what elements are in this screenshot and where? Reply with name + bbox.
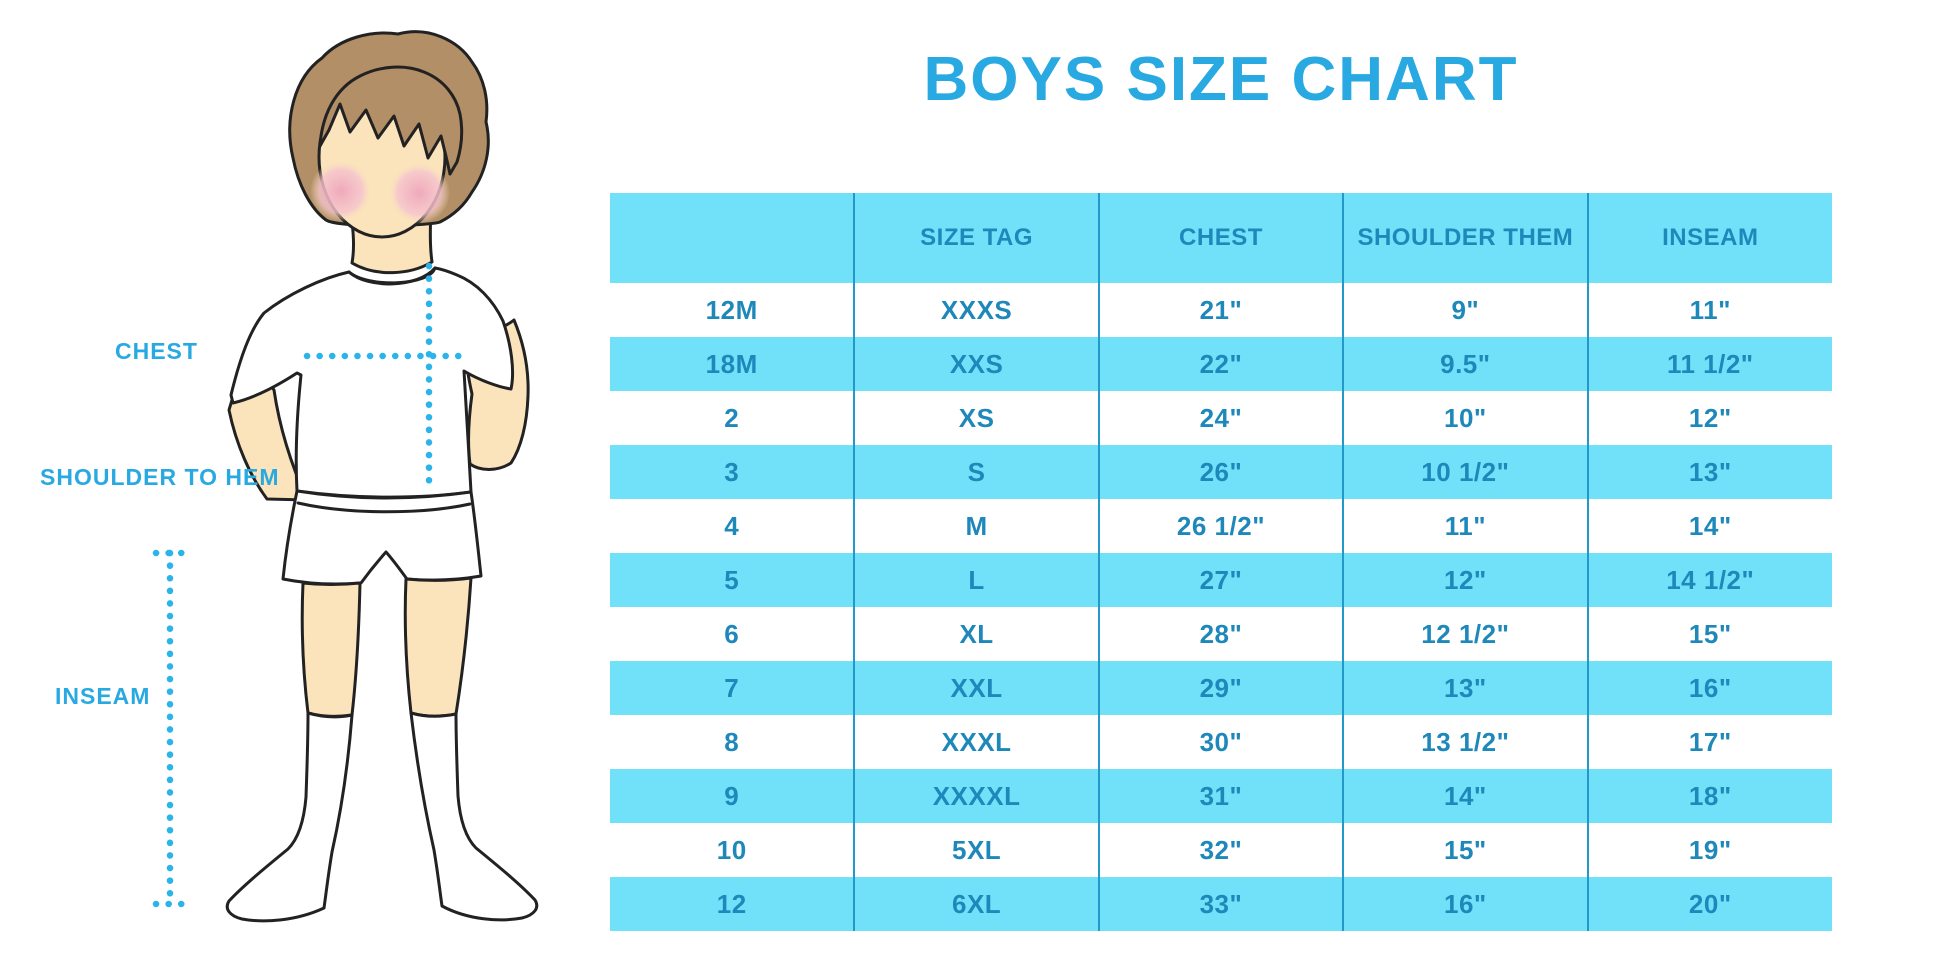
value-cell: 31": [1097, 769, 1344, 823]
size-cell: 10: [716, 834, 747, 865]
value-cell: 15": [1586, 607, 1832, 661]
value-cell: 29": [1097, 661, 1344, 715]
value-cell: 10 1/2": [1342, 445, 1588, 499]
value-cell: 13": [1586, 445, 1832, 499]
table-row: 9 XXXXL 31" 14" 18": [610, 769, 1832, 823]
value-cell: XXXL: [853, 715, 1099, 769]
value-cell: 18": [1586, 769, 1832, 823]
shorts-waistband-line: [296, 501, 472, 514]
shorts: [281, 489, 483, 586]
chest-label: CHEST: [115, 338, 198, 364]
value-cell: 12": [1586, 391, 1832, 445]
value-cell: 15": [1342, 823, 1588, 877]
value-cell: 14 1/2": [1586, 553, 1832, 607]
value-cell: 9.5": [1342, 337, 1588, 391]
table-row: 4 M 26 1/2" 11" 14": [610, 499, 1832, 553]
table-row: 8 XXXL 30" 13 1/2" 17": [610, 715, 1832, 769]
value-cell: 26": [1097, 445, 1344, 499]
value-cell: 6XL: [853, 877, 1099, 931]
value-cell: 21": [1097, 283, 1344, 337]
value-cell: XXS: [853, 337, 1099, 391]
left-leg: [300, 581, 362, 718]
value-cell: S: [853, 445, 1099, 499]
value-cell: 12 1/2": [1342, 607, 1588, 661]
value-cell: 33": [1097, 877, 1344, 931]
right-sock: [409, 711, 539, 922]
boy-illustration: [152, 30, 539, 923]
value-cell: 26 1/2": [1097, 499, 1344, 553]
table-header-row: SIZE TAG CHEST SHOULDER THEM INSEAM: [610, 193, 1832, 283]
right-leg: [403, 576, 473, 718]
shoulder-to-hem-label: SHOULDER TO HEM: [40, 464, 280, 490]
col-header-inseam: INSEAM: [1586, 193, 1832, 283]
size-cell: 3: [610, 445, 855, 499]
table-row: 7 XXL 29" 13" 16": [610, 661, 1832, 715]
size-table-container: SIZE TAG CHEST SHOULDER THEM INSEAM 12M XXXS…: [610, 193, 1832, 931]
size-cell: 9: [610, 769, 855, 823]
value-cell: 13 1/2": [1342, 715, 1588, 769]
value-cell: XXXS: [853, 283, 1099, 337]
page-title: BOYS SIZE CHART: [923, 45, 1519, 114]
size-cell: 12M: [705, 294, 758, 325]
value-cell: 10": [1342, 391, 1588, 445]
value-cell: 17": [1586, 715, 1832, 769]
value-cell: M: [853, 499, 1099, 553]
value-cell: 24": [1097, 391, 1344, 445]
value-cell: 16": [1586, 661, 1832, 715]
table-row: 12 6XL 33" 16" 20": [610, 877, 1832, 931]
size-cell: 18M: [610, 337, 855, 391]
table-row: 18M XXS 22" 9.5" 11 1/2": [610, 337, 1832, 391]
table-row: 6 XL 28" 12 1/2" 15": [610, 607, 1832, 661]
col-header-blank: [610, 193, 855, 283]
size-cell: 2: [724, 402, 740, 433]
table-row: 2 XS 24" 10" 12": [610, 391, 1832, 445]
value-cell: 19": [1586, 823, 1832, 877]
value-cell: L: [853, 553, 1099, 607]
table-row: 3 S 26" 10 1/2" 13": [610, 445, 1832, 499]
hair-fringe: [318, 65, 464, 176]
table-row: 12M XXXS 21" 9" 11": [610, 283, 1832, 337]
value-cell: 20": [1586, 877, 1832, 931]
value-cell: 11": [1586, 283, 1832, 337]
value-cell: XXXXL: [853, 769, 1099, 823]
blush-right-cheek: [388, 162, 450, 224]
value-cell: XL: [853, 607, 1099, 661]
size-cell: 6: [724, 618, 740, 649]
table-row: 5 L 27" 12" 14 1/2": [610, 553, 1832, 607]
value-cell: 16": [1342, 877, 1588, 931]
value-cell: 12": [1342, 553, 1588, 607]
size-cell: 5: [610, 553, 855, 607]
size-cell: 8: [724, 726, 740, 757]
value-cell: 13": [1342, 661, 1588, 715]
left-sock: [225, 711, 354, 923]
col-header-shoulder-them: SHOULDER THEM: [1342, 193, 1588, 283]
value-cell: 9": [1342, 283, 1588, 337]
value-cell: 27": [1097, 553, 1344, 607]
table-row: 10 5XL 32" 15" 19": [610, 823, 1832, 877]
value-cell: XXL: [853, 661, 1099, 715]
col-header-chest: CHEST: [1097, 193, 1344, 283]
size-cell: 12: [610, 877, 855, 931]
tshirt: [229, 266, 515, 499]
size-cell: 4: [724, 510, 740, 541]
size-table: SIZE TAG CHEST SHOULDER THEM INSEAM 12M XXXS…: [610, 193, 1832, 931]
value-cell: 22": [1097, 337, 1344, 391]
value-cell: XS: [853, 391, 1099, 445]
measurement-illustration: CHEST SHOULDER TO HEM INSEAM: [0, 0, 600, 973]
value-cell: 14": [1342, 769, 1588, 823]
value-cell: 28": [1097, 607, 1344, 661]
size-cell: 7: [610, 661, 855, 715]
col-header-size-tag: SIZE TAG: [853, 193, 1099, 283]
blush-left-cheek: [310, 160, 372, 222]
value-cell: 11": [1342, 499, 1588, 553]
collar-line: [347, 266, 437, 286]
value-cell: 32": [1097, 823, 1344, 877]
value-cell: 30": [1097, 715, 1344, 769]
value-cell: 5XL: [853, 823, 1099, 877]
inseam-label: INSEAM: [55, 683, 151, 709]
value-cell: 11 1/2": [1586, 337, 1832, 391]
value-cell: 14": [1586, 499, 1832, 553]
